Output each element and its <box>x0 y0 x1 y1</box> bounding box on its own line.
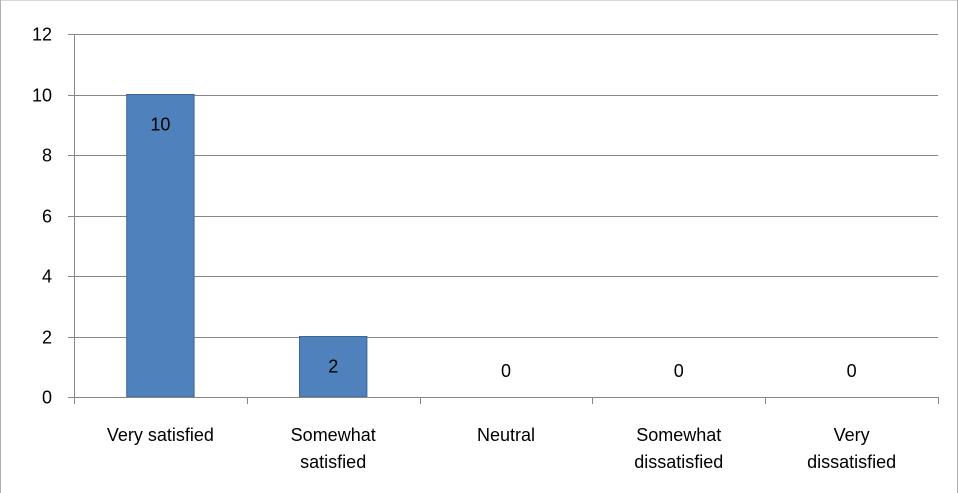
x-tick-label: Somewhat <box>636 425 721 445</box>
x-tick-label: Very <box>834 425 870 445</box>
bars <box>126 94 368 398</box>
data-label: 0 <box>674 361 684 381</box>
y-tick-label: 12 <box>32 25 52 45</box>
data-label: 2 <box>328 357 338 377</box>
x-tick-label: dissatisfied <box>807 452 896 472</box>
y-tick-label: 6 <box>42 207 52 227</box>
x-tick-label: Somewhat <box>291 425 376 445</box>
bar-1 <box>299 336 368 398</box>
labels: 0 2 4 6 8 10 12 10 Very satisfied 2 Somewhat satisf… <box>32 25 896 473</box>
y-tick-label: 10 <box>32 86 52 106</box>
y-tick-label: 0 <box>42 388 52 408</box>
data-label: 0 <box>847 361 857 381</box>
y-tick-label: 4 <box>42 267 52 287</box>
y-tick-label: 8 <box>42 146 52 166</box>
gridlines <box>74 34 938 338</box>
x-tick-label: satisfied <box>300 452 366 472</box>
axes <box>68 34 939 404</box>
data-label: 0 <box>501 361 511 381</box>
x-tick-label: dissatisfied <box>634 452 723 472</box>
y-tick-label: 2 <box>42 328 52 348</box>
data-label: 10 <box>150 115 170 135</box>
bar-0 <box>126 94 195 398</box>
x-tick-label: Very satisfied <box>107 425 214 445</box>
x-tick-label: Neutral <box>477 425 535 445</box>
